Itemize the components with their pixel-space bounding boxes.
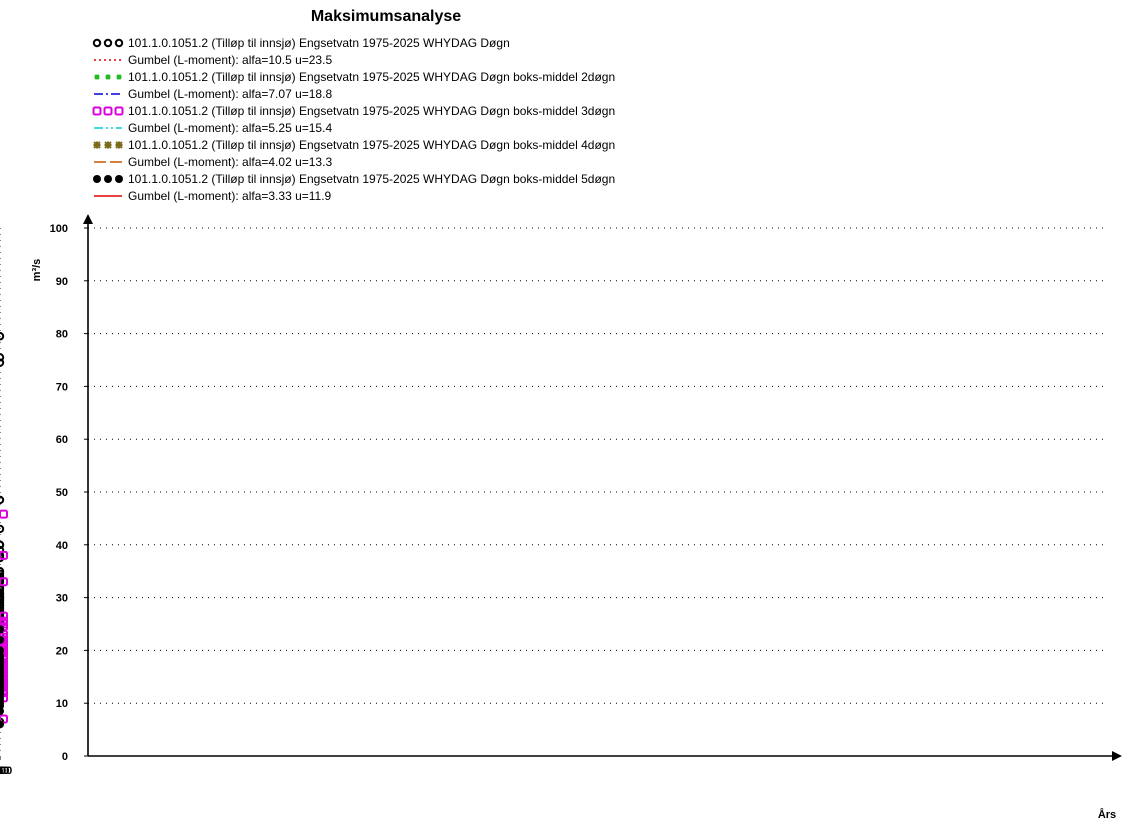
legend-label: Gumbel (L-moment): alfa=5.25 u=15.4 [128,121,332,135]
legend-marker-swatch [114,38,124,48]
x-tick-label: 5 [0,765,3,777]
x-tick-label: 10 [0,765,6,777]
legend-item-1: Gumbel (L-moment): alfa=10.5 u=23.5 [94,53,332,67]
y-tick-label: 20 [56,645,68,657]
x-tick-labels: 1235102030501002003005001000 [0,765,12,777]
legend-item-4: 101.1.0.1051.2 (Tilløp til innsjø) Engse… [92,104,615,118]
legend-marker-swatch [93,175,101,183]
legend-marker-swatch [104,175,112,183]
y-axis-arrow [83,214,93,224]
y-tick-label: 30 [56,593,68,605]
data-point [0,567,5,576]
x-tick-label: 100 [0,765,9,777]
data-point [0,582,5,592]
legend-label: 101.1.0.1051.2 (Tilløp til innsjø) Engse… [128,172,615,186]
legend-marker-swatch [104,141,112,149]
y-axis-label: m³/s [31,259,43,282]
data-point [0,524,5,534]
legend-item-7: Gumbel (L-moment): alfa=4.02 u=13.3 [94,155,332,169]
legend-marker-swatch [116,74,122,80]
data-point [0,509,8,519]
data-point [0,635,4,644]
data-point [0,646,4,655]
y-tick-label: 90 [56,276,68,288]
legend-label: 101.1.0.1051.2 (Tilløp til innsjø) Engse… [128,36,510,50]
axes [0,214,1122,761]
data-point [0,611,8,621]
legend-marker-swatch [105,74,111,80]
legend-label: Gumbel (L-moment): alfa=7.07 u=18.8 [128,87,332,101]
grid [0,227,1108,756]
x-tick-label: 1000 [0,765,12,777]
legend-label: 101.1.0.1051.2 (Tilløp til innsjø) Engse… [128,138,615,152]
legend-marker-swatch [115,141,123,149]
legend-marker-swatch [94,74,100,80]
legend-label: 101.1.0.1051.2 (Tilløp til innsjø) Engse… [128,104,615,118]
x-tick-label: 30 [0,765,6,777]
legend-item-8: 101.1.0.1051.2 (Tilløp til innsjø) Engse… [93,172,615,186]
legend: 101.1.0.1051.2 (Tilløp til innsjø) Engse… [92,36,615,203]
legend-marker-swatch [114,106,124,116]
y-tick-label: 60 [56,434,68,446]
data-point [0,353,5,362]
data-point [0,577,8,587]
legend-marker-swatch [103,106,113,116]
y-tick-label: 0 [62,751,68,763]
data-point [0,720,4,729]
data-point [0,332,5,341]
x-tick-label: 2 [0,765,3,777]
legend-item-6: 101.1.0.1051.2 (Tilløp til innsjø) Engse… [93,138,615,152]
y-tick-label: 10 [56,698,68,710]
legend-item-9: Gumbel (L-moment): alfa=3.33 u=11.9 [94,189,332,203]
data-point [0,551,5,560]
legend-marker-swatch [93,141,101,149]
x-tick-label: 1 [0,765,3,777]
data-point [0,550,8,560]
chart-title: Maksimumsanalyse [311,8,461,25]
y-tick-label: 50 [56,487,68,499]
point-series-8 [0,588,4,729]
x-tick-label: 50 [0,765,6,777]
data-point [0,495,5,505]
data-points [0,332,8,729]
legend-item-5: Gumbel (L-moment): alfa=5.25 u=15.4 [94,121,332,135]
legend-marker-swatch [92,106,102,116]
legend-label: Gumbel (L-moment): alfa=3.33 u=11.9 [128,189,332,203]
legend-label: 101.1.0.1051.2 (Tilløp til innsjø) Engse… [128,70,615,84]
legend-label: Gumbel (L-moment): alfa=4.02 u=13.3 [128,155,332,169]
y-tick-label: 40 [56,540,68,552]
x-axis-label: Års [1098,808,1116,821]
x-axis-arrow [1112,751,1122,761]
y-tick-label: 80 [56,329,68,341]
legend-item-0: 101.1.0.1051.2 (Tilløp til innsjø) Engse… [92,36,510,50]
data-point [0,588,4,597]
x-tick-label: 500 [0,765,9,777]
legend-item-3: Gumbel (L-moment): alfa=7.07 u=18.8 [94,87,332,101]
x-tick-label: 3 [0,765,3,777]
data-point [0,616,8,626]
data-point [0,625,4,634]
y-tick-labels: 0 10 20 30 40 50 60 70 80 90 100 [50,223,68,763]
legend-marker-swatch [92,38,102,48]
x-tick-label: 200 [0,765,9,777]
x-tick-label: 20 [0,765,6,777]
y-tick-label: 100 [50,223,68,235]
legend-marker-swatch [103,38,113,48]
x-tick-label: 300 [0,765,9,777]
data-point [0,540,5,549]
legend-marker-swatch [115,175,123,183]
y-tick-label: 70 [56,381,68,393]
data-point [0,545,5,555]
legend-item-2: 101.1.0.1051.2 (Tilløp til innsjø) Engse… [94,70,615,84]
legend-label: Gumbel (L-moment): alfa=10.5 u=23.5 [128,53,332,67]
data-point [0,358,5,367]
